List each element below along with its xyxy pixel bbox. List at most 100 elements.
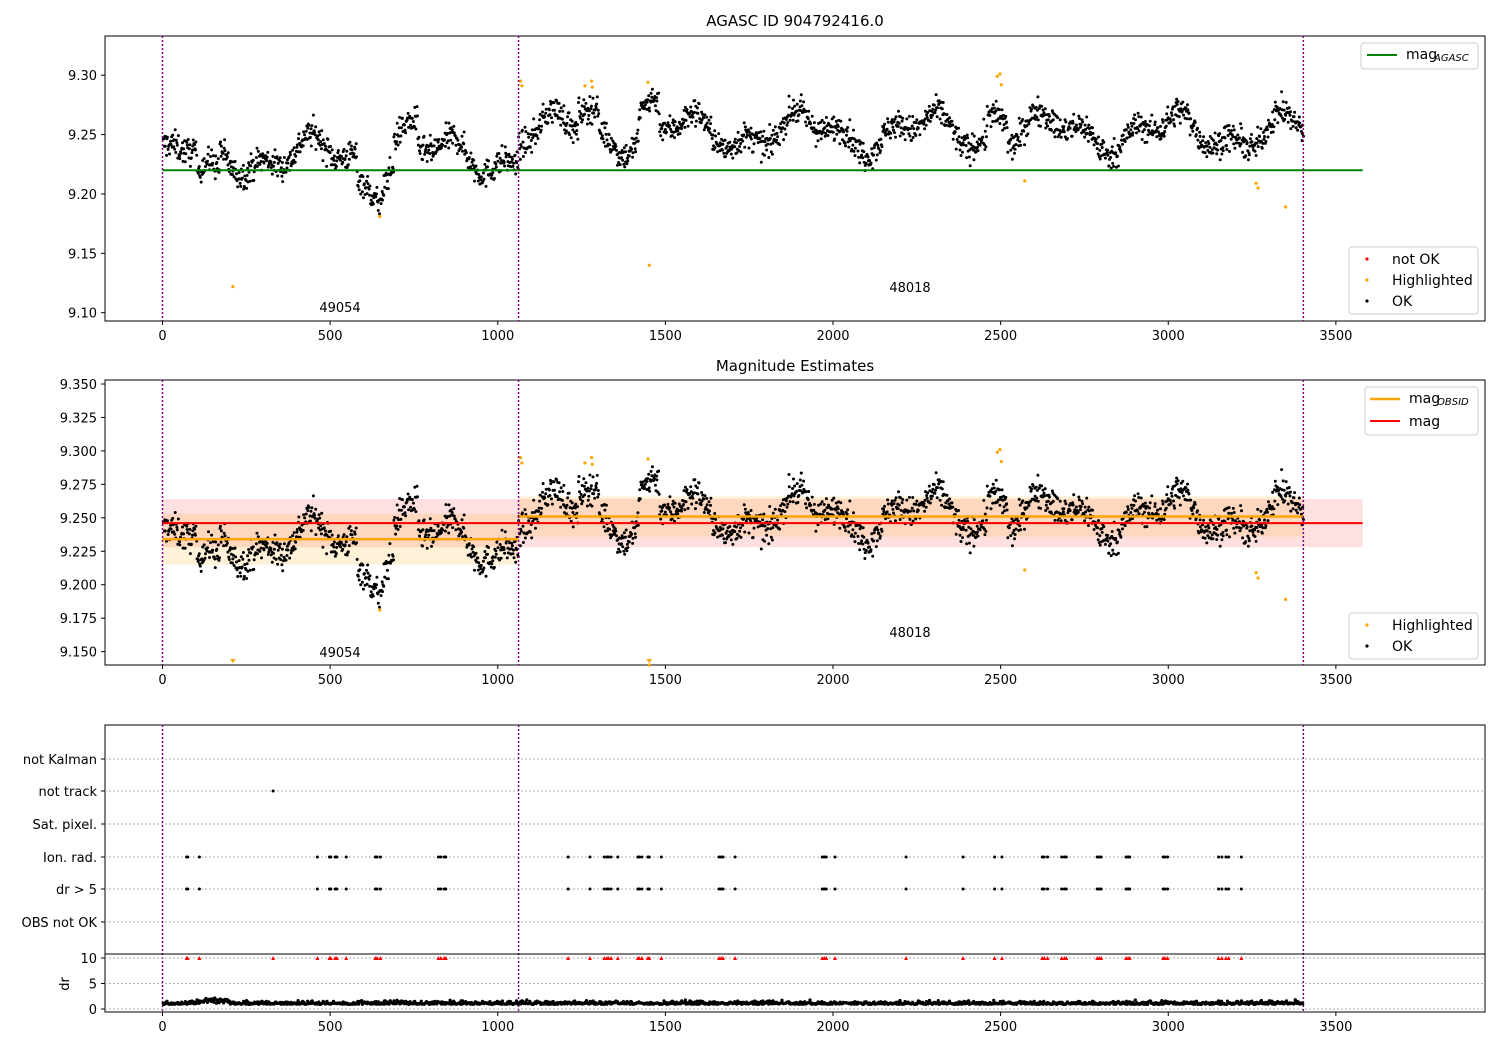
ok-point — [1175, 103, 1179, 106]
ok-point — [1197, 146, 1201, 150]
ok-point — [671, 121, 675, 125]
ok-point — [409, 123, 413, 127]
ok-point — [972, 148, 975, 152]
ok-point — [243, 563, 247, 566]
ok-point — [998, 122, 1002, 125]
ok-point — [783, 127, 787, 131]
dr-gt-5-point — [1224, 887, 1228, 891]
ok-point — [1043, 107, 1047, 111]
ok-point — [444, 503, 448, 507]
ok-point — [878, 534, 882, 538]
ok-point — [1155, 518, 1159, 522]
ok-point — [1192, 124, 1196, 128]
ok-point — [243, 174, 247, 178]
ok-point — [1036, 473, 1040, 477]
ok-point — [793, 484, 797, 488]
x-tick-label: 500 — [318, 329, 343, 344]
ok-point — [176, 134, 180, 138]
ok-point — [176, 517, 180, 521]
ok-point — [462, 526, 466, 530]
ok-point — [1003, 126, 1006, 130]
ok-point — [602, 525, 606, 529]
ok-point — [894, 115, 898, 119]
ok-point — [369, 590, 373, 594]
ok-point — [680, 124, 684, 128]
ok-point — [1232, 142, 1236, 146]
highlighted-point — [1023, 179, 1027, 183]
ok-point — [189, 156, 193, 160]
ok-point — [1231, 506, 1235, 510]
ok-point — [638, 116, 642, 120]
ok-point — [163, 144, 167, 148]
ok-point — [279, 558, 283, 562]
dr-gt-5-point — [1042, 887, 1046, 891]
ok-point — [1208, 145, 1212, 149]
ok-point — [673, 136, 676, 140]
ok-point — [1217, 517, 1221, 521]
ok-point — [683, 105, 687, 109]
ok-point — [470, 160, 474, 164]
ok-point — [782, 503, 786, 507]
ok-point — [596, 108, 600, 112]
ok-point — [905, 498, 909, 502]
ok-point — [1283, 499, 1287, 503]
ok-point — [696, 111, 700, 115]
ok-point — [367, 187, 371, 191]
ok-point — [746, 128, 750, 132]
ok-point — [461, 149, 464, 153]
ok-point — [294, 154, 298, 158]
ok-point — [611, 529, 615, 533]
ok-point — [297, 137, 300, 141]
ok-point — [787, 473, 791, 476]
ok-point — [650, 87, 654, 91]
ok-point — [1255, 141, 1259, 145]
ok-point — [1231, 124, 1235, 128]
ok-point — [527, 519, 531, 523]
ok-point — [537, 506, 541, 510]
ok-point — [695, 486, 699, 490]
ok-point — [1150, 494, 1154, 498]
ok-point — [561, 109, 565, 113]
ok-point — [678, 132, 682, 136]
ok-point — [571, 128, 575, 132]
ok-point — [446, 139, 450, 143]
ok-point — [1091, 131, 1095, 135]
ok-point — [1225, 144, 1228, 147]
ok-point — [1210, 148, 1214, 152]
ok-point — [599, 131, 603, 135]
ok-point — [730, 147, 734, 151]
legend-not-ok-label: not OK — [1392, 252, 1440, 268]
ok-point — [683, 125, 687, 129]
ok-point — [317, 526, 321, 530]
ok-point — [1082, 130, 1086, 134]
ion-rad-point — [602, 855, 606, 859]
ok-point — [1131, 517, 1134, 521]
highlighted-point — [590, 85, 594, 89]
ok-point — [631, 541, 635, 545]
ok-point — [1238, 144, 1242, 148]
ok-point — [1086, 139, 1090, 143]
ok-point — [937, 99, 941, 103]
ok-point — [592, 111, 596, 115]
ok-point — [670, 134, 674, 138]
ok-point — [976, 149, 980, 153]
ok-point — [1126, 125, 1130, 129]
top-legend-lower-box — [1348, 246, 1479, 315]
ok-point — [968, 551, 972, 555]
ok-point — [1238, 529, 1242, 533]
ok-point — [272, 160, 276, 164]
ok-point — [326, 137, 330, 141]
ok-point — [580, 502, 584, 506]
ok-point — [412, 125, 416, 129]
ok-point — [1133, 113, 1137, 117]
ok-point — [274, 557, 278, 561]
ok-point — [824, 497, 828, 501]
legend-highlighted-marker — [1365, 278, 1369, 282]
ok-point — [1062, 125, 1066, 129]
ok-point — [983, 512, 987, 516]
ok-point — [844, 529, 847, 533]
ok-point — [385, 179, 389, 183]
ok-point — [415, 484, 419, 488]
ok-point — [559, 123, 563, 127]
